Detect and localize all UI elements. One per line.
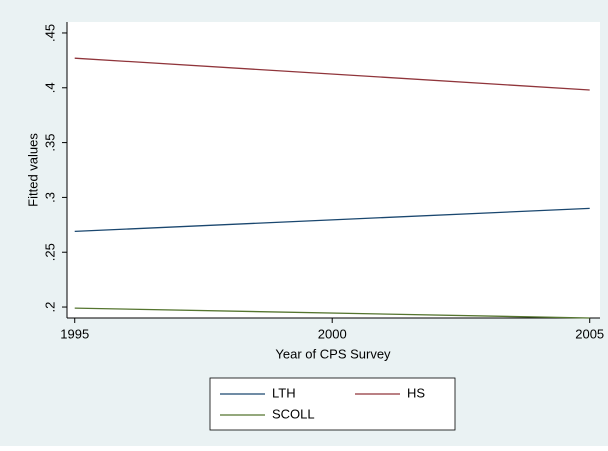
series-line (74, 307, 590, 319)
plot-area (67, 22, 600, 318)
series-line (74, 57, 590, 91)
y-axis-label: Fitted values (25, 133, 40, 207)
series-line (74, 207, 590, 233)
y-tick-label: .2 (42, 302, 57, 313)
x-axis-label: Year of CPS Survey (275, 346, 391, 361)
y-tick-label: .3 (42, 192, 57, 203)
x-tick-label: 2000 (318, 326, 347, 341)
y-tick-label: .45 (42, 24, 57, 42)
y-tick-label: .35 (42, 134, 57, 152)
x-tick-label: 1995 (60, 326, 89, 341)
legend-label: LTH (272, 385, 296, 400)
legend-label: HS (407, 385, 425, 400)
y-tick-label: .25 (42, 243, 57, 261)
legend-label: SCOLL (272, 406, 315, 421)
x-tick-label: 2005 (575, 326, 604, 341)
y-tick-label: .4 (42, 82, 57, 93)
legend (209, 377, 456, 431)
